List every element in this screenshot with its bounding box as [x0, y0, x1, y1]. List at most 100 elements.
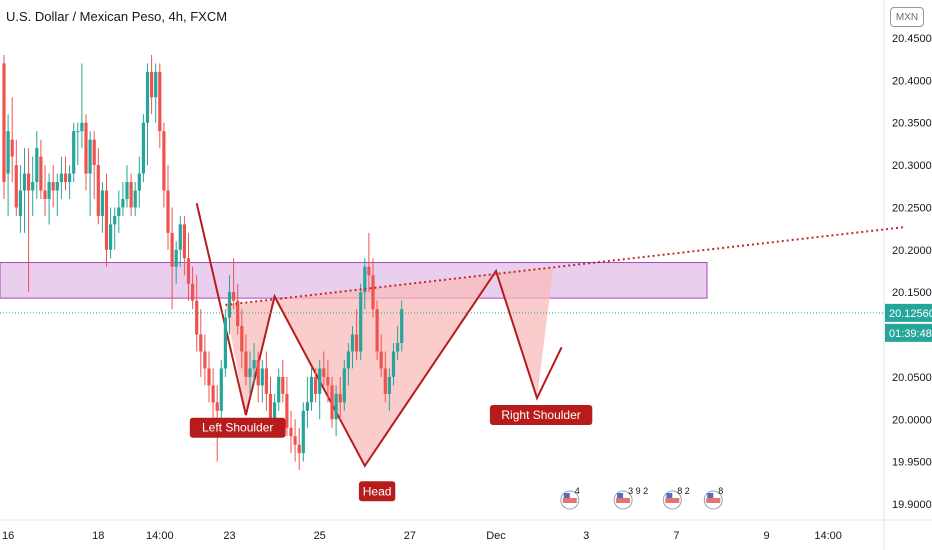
candle[interactable] [84, 114, 88, 191]
candle[interactable] [346, 343, 350, 386]
candle[interactable] [256, 351, 260, 403]
candle[interactable] [72, 122, 76, 183]
candle[interactable] [387, 368, 391, 411]
candle[interactable] [76, 122, 80, 166]
candle[interactable] [367, 232, 371, 293]
candle[interactable] [186, 232, 191, 301]
candle[interactable] [314, 368, 318, 403]
candle[interactable] [293, 419, 297, 462]
candle[interactable] [109, 207, 113, 259]
economic-event-marker[interactable]: 8 2 [662, 486, 690, 510]
neckline[interactable] [225, 225, 907, 306]
candle[interactable] [359, 283, 363, 360]
candle[interactable] [379, 334, 383, 377]
candle[interactable] [264, 351, 268, 411]
candle[interactable] [80, 63, 84, 149]
pattern-label[interactable]: Head [358, 481, 396, 502]
candle[interactable] [68, 165, 72, 199]
candle[interactable] [55, 173, 59, 216]
candle[interactable] [150, 54, 154, 115]
candle[interactable] [104, 173, 109, 267]
candle[interactable] [158, 63, 162, 149]
candle[interactable] [92, 131, 96, 199]
candle[interactable] [100, 182, 104, 233]
candle[interactable] [297, 427, 301, 471]
candle[interactable] [10, 97, 14, 183]
candle[interactable] [145, 63, 150, 166]
candle[interactable] [129, 173, 133, 216]
economic-event-marker[interactable]: 3 9 2 [613, 486, 648, 510]
candle[interactable] [35, 131, 39, 199]
candle[interactable] [383, 351, 387, 403]
candle[interactable] [285, 376, 289, 437]
candle[interactable] [154, 63, 158, 123]
candle[interactable] [240, 309, 244, 369]
candle[interactable] [2, 54, 6, 199]
candle[interactable] [203, 334, 207, 386]
candle[interactable] [207, 351, 211, 403]
candle[interactable] [191, 266, 195, 310]
candle[interactable] [227, 275, 232, 335]
candle[interactable] [281, 359, 285, 403]
pattern-label[interactable]: Right Shoulder [489, 405, 593, 426]
candle[interactable] [363, 258, 367, 310]
candle[interactable] [318, 359, 322, 420]
candle[interactable] [51, 165, 55, 208]
candle[interactable] [6, 114, 10, 216]
economic-event-marker[interactable]: 8 [703, 486, 723, 510]
candle[interactable] [178, 215, 182, 267]
pattern-label[interactable]: Left Shoulder [189, 417, 286, 438]
candle[interactable] [170, 207, 174, 310]
candle[interactable] [166, 165, 170, 250]
candle[interactable] [371, 258, 375, 318]
candle[interactable] [43, 165, 47, 216]
candle[interactable] [59, 156, 63, 199]
currency-badge[interactable]: MXN [890, 7, 924, 27]
candle[interactable] [289, 410, 293, 454]
candle[interactable] [88, 131, 92, 216]
candle[interactable] [334, 385, 338, 437]
candle[interactable] [252, 343, 256, 386]
candle[interactable] [14, 139, 18, 216]
candle[interactable] [223, 309, 227, 377]
candle[interactable] [31, 156, 35, 216]
candle[interactable] [236, 283, 240, 335]
candle[interactable] [391, 343, 396, 386]
candle[interactable] [322, 351, 326, 386]
candle[interactable] [326, 359, 330, 403]
candle[interactable] [248, 351, 252, 394]
candle[interactable] [113, 207, 117, 250]
candle[interactable] [174, 241, 178, 284]
candle[interactable] [301, 402, 305, 462]
candle[interactable] [47, 173, 51, 225]
candle[interactable] [244, 334, 248, 386]
candle[interactable] [375, 300, 379, 360]
candle[interactable] [350, 326, 355, 369]
pattern-outline[interactable] [195, 202, 563, 468]
candle[interactable] [199, 309, 203, 377]
candle[interactable] [182, 215, 186, 276]
candle[interactable] [232, 258, 236, 310]
candle[interactable] [162, 122, 166, 208]
candle[interactable] [39, 139, 43, 199]
economic-event-marker[interactable]: 4 [560, 486, 580, 510]
candle[interactable] [400, 300, 404, 352]
candle[interactable] [125, 165, 129, 208]
candle[interactable] [18, 165, 22, 233]
candle[interactable] [63, 156, 68, 191]
candle[interactable] [195, 275, 199, 352]
candle[interactable] [96, 148, 100, 225]
candle[interactable] [121, 182, 125, 216]
candle[interactable] [141, 114, 145, 183]
candle[interactable] [27, 148, 31, 293]
candle[interactable] [137, 156, 141, 208]
candle[interactable] [22, 148, 27, 233]
candle[interactable] [338, 376, 342, 420]
candle[interactable] [219, 359, 223, 428]
candle[interactable] [309, 368, 314, 411]
candle[interactable] [305, 376, 309, 428]
candle[interactable] [342, 359, 346, 411]
candle[interactable] [355, 309, 359, 360]
candle[interactable] [211, 368, 215, 420]
